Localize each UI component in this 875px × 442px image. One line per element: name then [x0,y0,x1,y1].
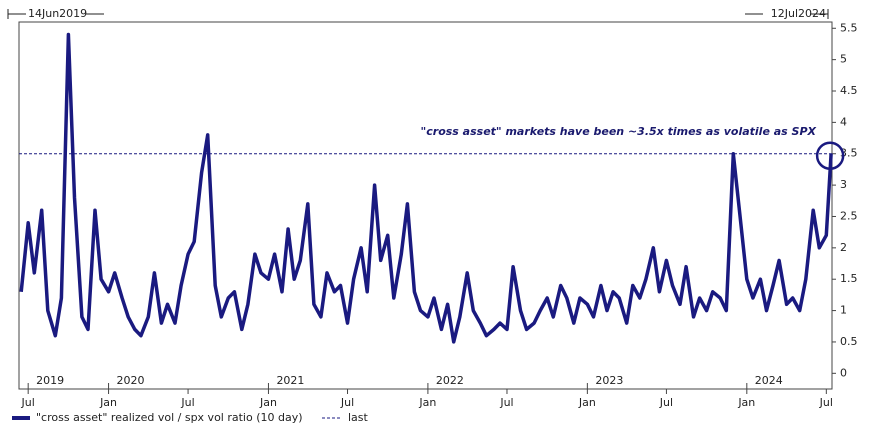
series-line [19,32,833,344]
y-tick-label: 5 [840,53,847,66]
y-tick-label: 0 [840,366,847,379]
y-tick-label: 4 [840,115,847,128]
x-tick-label: Jan [418,396,436,409]
y-tick-label: 4.5 [840,84,858,97]
start-label: 14Jun2019 [28,7,87,20]
annotation: "cross asset" markets have been ~3.5x ti… [421,125,817,138]
x-tick-label: Jul [340,396,354,409]
y-tick-label: 1.5 [840,272,858,285]
year-label: 2020 [117,374,145,387]
y-tick-label: 3 [840,178,847,191]
y-tick-label: 1 [840,304,847,317]
year-label: 2019 [36,374,64,387]
y-tick-label: 2 [840,241,847,254]
legend-label: last [348,411,369,424]
y-tick-label: 0.5 [840,335,858,348]
x-tick-label: Jan [259,396,277,409]
x-tick-label: Jul [180,396,194,409]
end-label: 12Jul2024 [771,7,826,20]
year-label: 2024 [755,374,783,387]
highlight-circle [815,141,845,170]
x-tick-label: Jan [99,396,117,409]
year-label: 2023 [595,374,623,387]
x-tick-label: Jul [499,396,513,409]
x-tick-label: Jul [659,396,673,409]
x-tick-label: Jan [578,396,596,409]
legend-label: "cross asset" realized vol / spx vol rat… [36,411,303,424]
year-label: 2022 [436,374,464,387]
plot-frame [18,21,833,390]
x-tick-label: Jul [21,396,35,409]
y-tick-label: 2.5 [840,209,858,222]
y-tick-label: 5.5 [840,21,858,34]
x-tick-label: Jan [737,396,755,409]
y-tick-label: 3.5 [840,147,858,160]
year-label: 2021 [276,374,304,387]
x-tick-label: Jul [819,396,833,409]
